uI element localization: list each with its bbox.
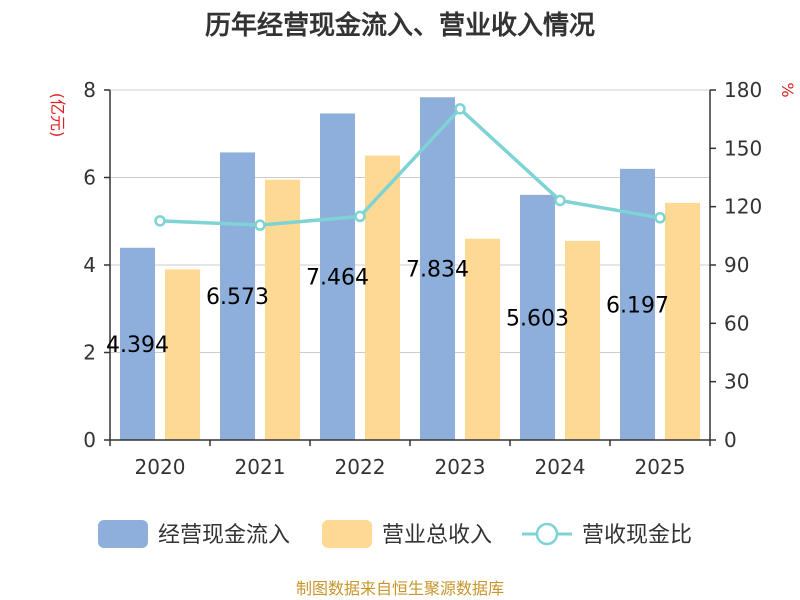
right-tick-label: 60 [724, 311, 749, 335]
data-label: 5.603 [506, 306, 569, 331]
x-tick-label: 2022 [335, 455, 386, 479]
legend-label: 营业总收入 [382, 523, 492, 548]
ratio-line [154, 103, 666, 231]
legend-label: 经营现金流入 [158, 523, 290, 548]
right-tick-label: 30 [724, 370, 749, 394]
data-label: 7.834 [406, 258, 469, 283]
bar-cash-inflow [220, 152, 255, 440]
bar-cash-inflow [520, 194, 555, 440]
bar-revenue [565, 240, 600, 440]
left-tick-label: 2 [83, 341, 96, 365]
source-note: 制图数据来自恒生聚源数据库 [296, 579, 504, 598]
bar-revenue [465, 238, 500, 440]
right-tick-label: 180 [724, 78, 762, 102]
left-tick-label: 0 [83, 428, 96, 452]
right-tick-label: 150 [724, 136, 762, 160]
data-label: 7.464 [306, 266, 369, 291]
x-tick-label: 2020 [135, 455, 186, 479]
data-label: 6.573 [206, 285, 269, 310]
bars [120, 97, 700, 440]
bar-cash-inflow [320, 113, 355, 440]
bar-revenue [265, 179, 300, 440]
bar-revenue [665, 202, 700, 440]
legend-swatch [98, 520, 148, 548]
bar-cash-inflow [420, 97, 455, 440]
legend: 经营现金流入 营业总收入 营收现金比 [98, 520, 692, 548]
legend-swatch [322, 520, 372, 548]
bar-revenue [365, 155, 400, 440]
data-label: 4.394 [106, 333, 169, 358]
ratio-point [254, 219, 266, 231]
x-tick-label: 2025 [635, 455, 686, 479]
right-axis-unit: % [778, 82, 797, 97]
data-label: 6.197 [606, 293, 669, 318]
bar-revenue [165, 269, 200, 440]
x-tick-label: 2021 [235, 455, 286, 479]
right-tick-label: 120 [724, 195, 762, 219]
chart-title: 历年经营现金流入、营业收入情况 [205, 10, 595, 41]
ratio-point [454, 103, 466, 115]
ratio-point [354, 210, 366, 223]
ratio-polyline [159, 106, 661, 227]
legend-marker [535, 522, 559, 546]
legend-label: 营收现金比 [582, 523, 692, 548]
left-tick-label: 6 [83, 166, 96, 190]
left-tick-label: 4 [83, 253, 96, 277]
left-tick-label: 8 [83, 78, 96, 102]
data-labels: 4.394 6.573 7.464 7.834 5.603 6.197 [106, 258, 669, 358]
x-tick-label: 2023 [435, 455, 486, 479]
ratio-point [654, 212, 666, 224]
x-tick-label: 2024 [535, 455, 586, 479]
left-axis-unit: (亿元) [48, 93, 67, 138]
axes: 0 2 4 6 8 0 30 60 90 120 150 180 2020 2021 2022 2023 202… [83, 78, 762, 479]
ratio-point [554, 194, 566, 207]
bar-cash-inflow [120, 247, 155, 440]
right-tick-label: 0 [724, 428, 737, 452]
ratio-point [154, 215, 166, 227]
right-tick-label: 90 [724, 253, 749, 277]
